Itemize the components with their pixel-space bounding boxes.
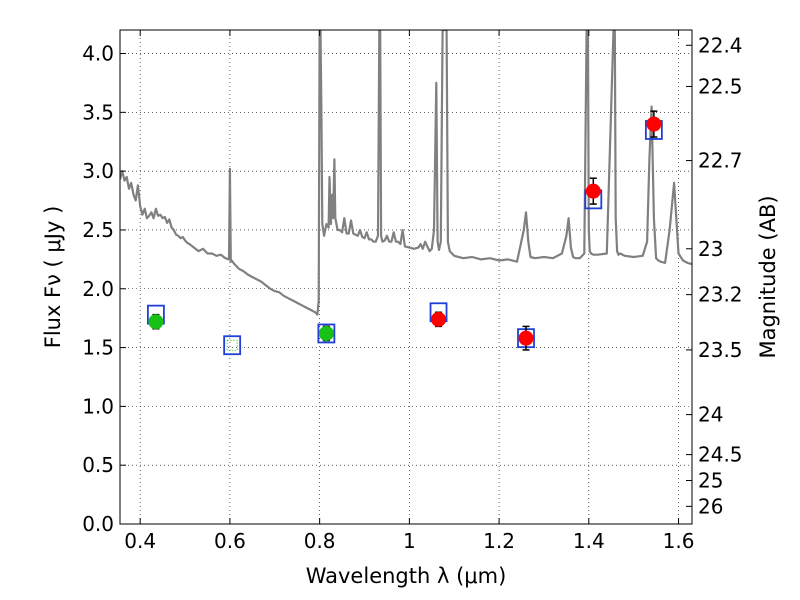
mag-tick-label: 25 [698, 468, 723, 492]
mag-tick-label: 22.7 [698, 149, 743, 173]
template-spectrum-line [120, 30, 692, 316]
y-tick-label: 3.5 [82, 100, 114, 124]
plot-frame [119, 29, 693, 525]
x-tick-label: 0.6 [214, 529, 246, 553]
y-axis-right-title: Magnitude (AB) [756, 195, 780, 358]
y-tick-label: 4.0 [82, 42, 114, 66]
mag-tick-label: 23.2 [698, 283, 743, 307]
photometry-point [431, 311, 447, 327]
mag-tick-label: 23 [698, 237, 723, 261]
photometry-point-open [226, 339, 238, 351]
mag-tick-label: 24.5 [698, 443, 743, 467]
axis-ticks: 0.4 0.6 0.8 1 1.2 1.4 1.6 0.0 0.5 1.0 1.5 2.0 2.5 3.0… [82, 30, 743, 553]
x-tick-label: 1.6 [663, 529, 695, 553]
model-flux-box [317, 323, 336, 344]
y-tick-label: 0.5 [82, 453, 114, 477]
mag-tick-label: 22.5 [698, 74, 743, 98]
photometry-point [318, 325, 334, 341]
y-tick-label: 0.0 [82, 512, 114, 536]
y-axis-title: Flux Fν ( μJy ) [41, 206, 65, 349]
y-tick-label: 2.5 [82, 218, 114, 242]
x-tick-label: 0.4 [124, 529, 156, 553]
mag-tick-label: 26 [698, 494, 723, 518]
x-tick-label: 0.8 [304, 529, 336, 553]
x-tick-label: 1 [403, 529, 416, 553]
photometry-point [585, 183, 601, 199]
x-tick-label: 1.4 [573, 529, 605, 553]
mag-tick-label: 23.5 [698, 338, 743, 362]
data-layer [120, 30, 692, 356]
mag-tick-label: 24 [698, 403, 723, 427]
x-axis-title: Wavelength λ (μm) [306, 564, 507, 588]
gridlines [120, 30, 692, 524]
photometry-point [148, 314, 164, 330]
y-tick-label: 3.0 [82, 159, 114, 183]
y-tick-label: 1.0 [82, 394, 114, 418]
y-tick-label: 2.0 [82, 277, 114, 301]
model-flux-box [223, 335, 242, 356]
mag-tick-label: 22.4 [698, 33, 743, 57]
photometry-point [646, 116, 662, 132]
x-tick-label: 1.2 [483, 529, 515, 553]
y-tick-label: 1.5 [82, 336, 114, 360]
photometry-point [518, 330, 534, 346]
